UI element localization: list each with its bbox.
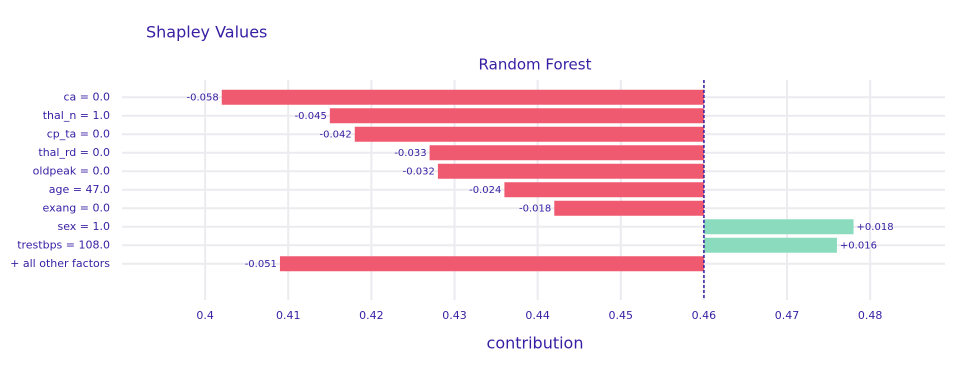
x-tick-label: 0.46 (692, 309, 717, 322)
bar (554, 200, 704, 216)
value-label: -0.051 (245, 259, 277, 270)
x-tick-label: 0.42 (359, 309, 384, 322)
bar (221, 89, 704, 105)
y-tick-label: ca = 0.0 (64, 90, 111, 103)
y-tick-label: + all other factors (10, 257, 110, 270)
y-tick-label: age = 47.0 (49, 183, 110, 196)
value-label: +0.018 (857, 222, 894, 233)
x-tick-label: 0.43 (442, 309, 467, 322)
y-tick-label: exang = 0.0 (43, 201, 110, 214)
y-tick-label: sex = 1.0 (57, 220, 110, 233)
bar (279, 256, 704, 272)
x-tick-label: 0.4 (196, 309, 214, 322)
bar (329, 108, 704, 124)
value-label: -0.058 (187, 92, 219, 103)
x-tick-label: 0.48 (858, 309, 883, 322)
bar (703, 237, 837, 253)
bar (504, 182, 704, 198)
bar (429, 145, 704, 161)
value-label: -0.045 (295, 111, 327, 122)
y-tick-label: cp_ta = 0.0 (47, 127, 110, 140)
y-tick-label: thal_rd = 0.0 (38, 146, 110, 159)
x-tick-label: 0.44 (525, 309, 550, 322)
value-label: +0.016 (840, 240, 877, 251)
value-label: -0.042 (320, 129, 352, 140)
chart-title: Shapley Values (146, 23, 267, 42)
value-label: -0.018 (519, 203, 551, 214)
value-label: -0.033 (394, 148, 426, 159)
bar (437, 163, 704, 179)
x-tick-label: 0.47 (775, 309, 800, 322)
bar (703, 219, 854, 235)
x-tick-label: 0.45 (609, 309, 634, 322)
y-tick-label: trestbps = 108.0 (17, 238, 110, 251)
x-tick-label: 0.41 (276, 309, 301, 322)
y-tick-label: oldpeak = 0.0 (33, 164, 110, 177)
value-label: -0.032 (403, 166, 435, 177)
chart-subtitle: Random Forest (479, 56, 592, 74)
bar (354, 126, 704, 142)
x-axis-label: contribution (487, 334, 584, 353)
value-label: -0.024 (469, 185, 501, 196)
y-tick-label: thal_n = 1.0 (43, 109, 110, 122)
